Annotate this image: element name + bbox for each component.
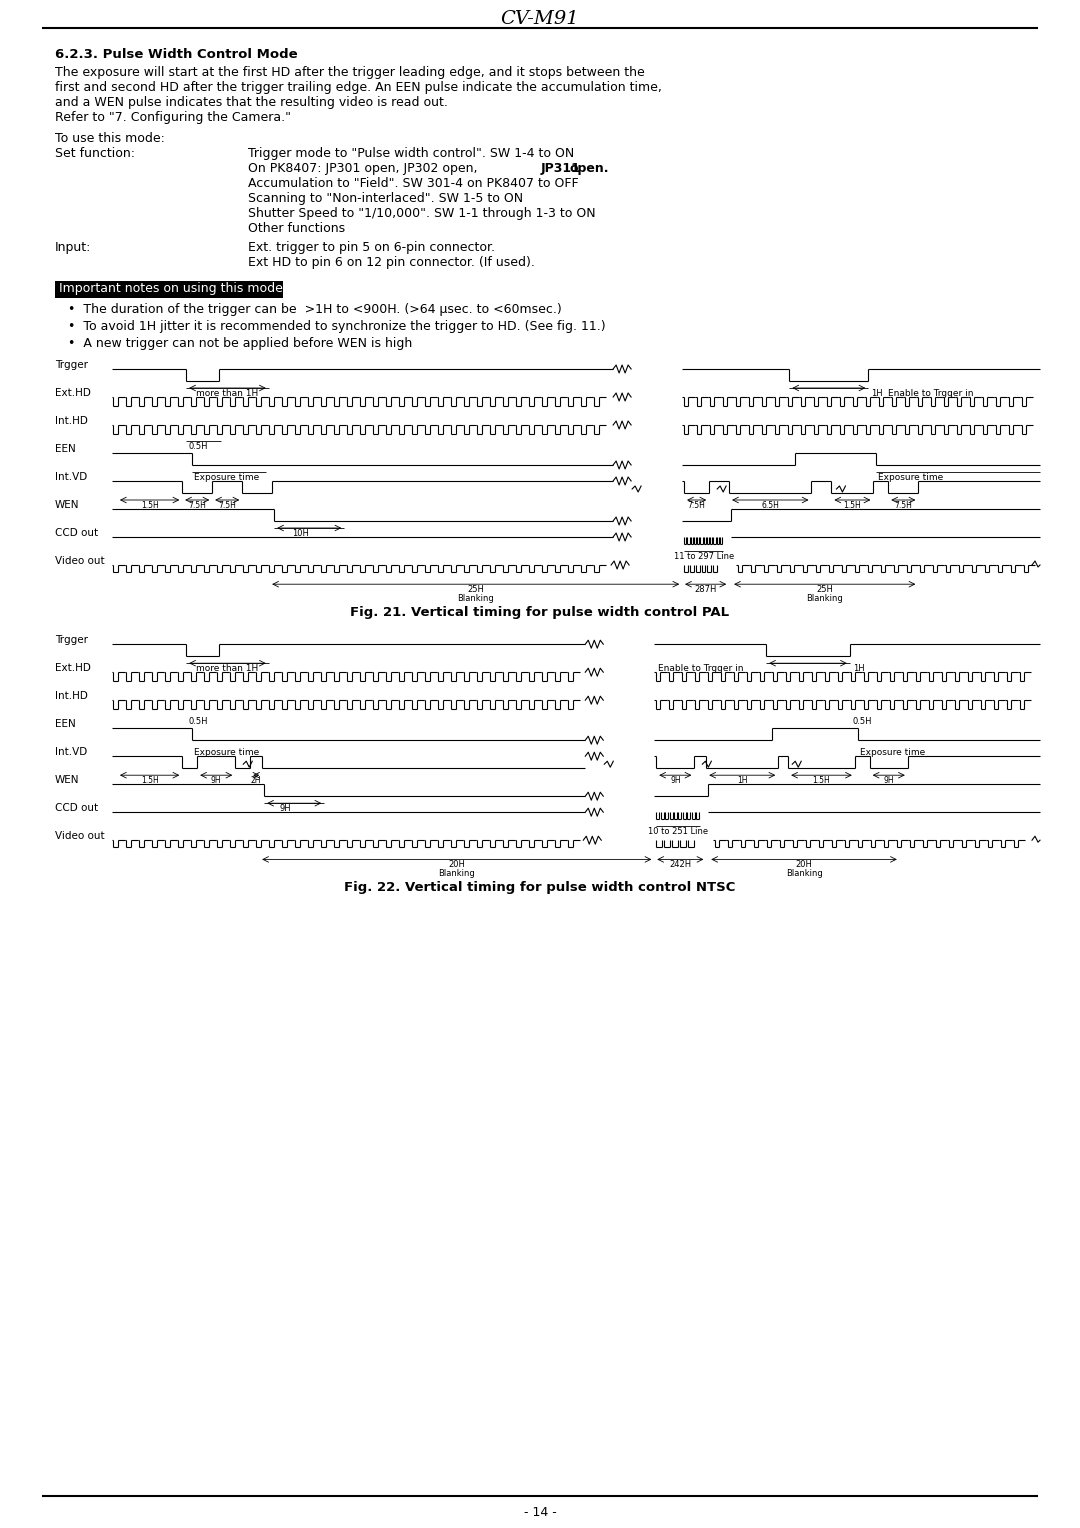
Text: Video out: Video out	[55, 831, 105, 842]
Text: 0.5H: 0.5H	[188, 717, 207, 726]
Text: 1.5H: 1.5H	[843, 501, 861, 510]
Text: Ext. trigger to pin 5 on 6-pin connector.: Ext. trigger to pin 5 on 6-pin connector…	[248, 241, 495, 254]
Text: 7.5H: 7.5H	[218, 501, 237, 510]
Text: EEN: EEN	[55, 720, 76, 729]
Text: Blanking: Blanking	[457, 594, 494, 604]
Text: Trgger: Trgger	[55, 361, 87, 370]
Text: To use this mode:: To use this mode:	[55, 131, 165, 145]
Text: 20H: 20H	[796, 860, 812, 869]
Bar	[55, 281, 283, 298]
Text: CCD out: CCD out	[55, 529, 98, 538]
Text: CCD out: CCD out	[55, 804, 98, 813]
Text: 9H: 9H	[280, 804, 291, 813]
Text: Int.VD: Int.VD	[55, 472, 87, 481]
Text: first and second HD after the trigger trailing edge. An EEN pulse indicate the a: first and second HD after the trigger tr…	[55, 81, 662, 95]
Text: 2H: 2H	[251, 776, 261, 785]
Text: 1.5H: 1.5H	[812, 776, 831, 785]
Text: CV-M91: CV-M91	[501, 11, 579, 28]
Text: The exposure will start at the first HD after the trigger leading edge, and it s: The exposure will start at the first HD …	[55, 66, 645, 79]
Text: Ext.HD: Ext.HD	[55, 663, 91, 674]
Text: Int.HD: Int.HD	[55, 691, 87, 701]
Text: Exposure time: Exposure time	[194, 474, 259, 481]
Text: Enable to Trgger in: Enable to Trgger in	[889, 390, 974, 397]
Text: 11 to 297 Line: 11 to 297 Line	[674, 552, 733, 561]
Text: EEN: EEN	[55, 445, 76, 454]
Text: 7.5H: 7.5H	[894, 501, 913, 510]
Text: Fig. 22. Vertical timing for pulse width control NTSC: Fig. 22. Vertical timing for pulse width…	[345, 882, 735, 894]
Text: 0.5H: 0.5H	[188, 442, 207, 451]
Text: 9H: 9H	[670, 776, 680, 785]
Text: Enable to Trgger in: Enable to Trgger in	[659, 665, 744, 674]
Text: JP311: JP311	[541, 162, 585, 176]
Text: Scanning to "Non-interlaced". SW 1-5 to ON: Scanning to "Non-interlaced". SW 1-5 to …	[248, 193, 523, 205]
Text: 1H: 1H	[853, 665, 864, 674]
Text: Video out: Video out	[55, 556, 105, 565]
Text: Ext HD to pin 6 on 12 pin connector. (If used).: Ext HD to pin 6 on 12 pin connector. (If…	[248, 257, 535, 269]
Text: Trgger: Trgger	[55, 636, 87, 645]
Text: 287H: 287H	[694, 585, 717, 594]
Text: Input:: Input:	[55, 241, 92, 254]
Text: •  The duration of the trigger can be  >1H to <900H. (>64 μsec. to <60msec.): • The duration of the trigger can be >1H…	[68, 303, 562, 316]
Text: Int.HD: Int.HD	[55, 416, 87, 426]
Text: 7.5H: 7.5H	[188, 501, 206, 510]
Text: 1.5H: 1.5H	[140, 501, 159, 510]
Text: 7.5H: 7.5H	[688, 501, 705, 510]
Text: Blanking: Blanking	[785, 869, 822, 879]
Text: 242H: 242H	[670, 860, 691, 869]
Text: WEN: WEN	[55, 775, 80, 785]
Text: 0.5H: 0.5H	[853, 717, 873, 726]
Text: 6.5H: 6.5H	[761, 501, 780, 510]
Text: WEN: WEN	[55, 500, 80, 510]
Text: 20H: 20H	[448, 860, 465, 869]
Text: 1.5H: 1.5H	[140, 776, 159, 785]
Text: Accumulation to "Field". SW 301-4 on PK8407 to OFF: Accumulation to "Field". SW 301-4 on PK8…	[248, 177, 579, 189]
Text: Other functions: Other functions	[248, 222, 346, 235]
Text: Int.VD: Int.VD	[55, 747, 87, 758]
Text: Fig. 21. Vertical timing for pulse width control PAL: Fig. 21. Vertical timing for pulse width…	[350, 607, 730, 619]
Text: Exposure time: Exposure time	[194, 749, 259, 758]
Text: and a WEN pulse indicates that the resulting video is read out.: and a WEN pulse indicates that the resul…	[55, 96, 448, 108]
Text: 9H: 9H	[883, 776, 894, 785]
Text: Refer to "7. Configuring the Camera.": Refer to "7. Configuring the Camera."	[55, 112, 291, 124]
Text: Set function:: Set function:	[55, 147, 135, 160]
Text: Important notes on using this mode.: Important notes on using this mode.	[59, 283, 287, 295]
Text: 6.2.3. Pulse Width Control Mode: 6.2.3. Pulse Width Control Mode	[55, 47, 298, 61]
Text: Exposure time: Exposure time	[878, 474, 944, 481]
Text: Blanking: Blanking	[438, 869, 475, 879]
Text: •  A new trigger can not be applied before WEN is high: • A new trigger can not be applied befor…	[68, 338, 413, 350]
Text: 1H: 1H	[737, 776, 747, 785]
Text: •  To avoid 1H jitter it is recommended to synchronize the trigger to HD. (See f: • To avoid 1H jitter it is recommended t…	[68, 319, 606, 333]
Text: 1H: 1H	[872, 390, 883, 397]
Text: Blanking: Blanking	[807, 594, 843, 604]
Text: Ext.HD: Ext.HD	[55, 388, 91, 397]
Text: Shutter Speed to "1/10,000". SW 1-1 through 1-3 to ON: Shutter Speed to "1/10,000". SW 1-1 thro…	[248, 206, 596, 220]
Text: Trigger mode to "Pulse width control". SW 1-4 to ON: Trigger mode to "Pulse width control". S…	[248, 147, 575, 160]
Text: more than 1H: more than 1H	[197, 665, 258, 674]
Text: 10 to 251 Line: 10 to 251 Line	[648, 827, 708, 836]
Text: 10H: 10H	[293, 529, 309, 538]
Text: 25H: 25H	[816, 585, 833, 594]
Text: 9H: 9H	[211, 776, 221, 785]
Text: open.: open.	[570, 162, 609, 176]
Text: - 14 -: - 14 -	[524, 1507, 556, 1519]
Text: On PK8407: JP301 open, JP302 open,: On PK8407: JP301 open, JP302 open,	[248, 162, 482, 176]
Text: Exposure time: Exposure time	[860, 749, 924, 758]
Text: 25H: 25H	[468, 585, 484, 594]
Text: more than 1H: more than 1H	[197, 390, 258, 397]
